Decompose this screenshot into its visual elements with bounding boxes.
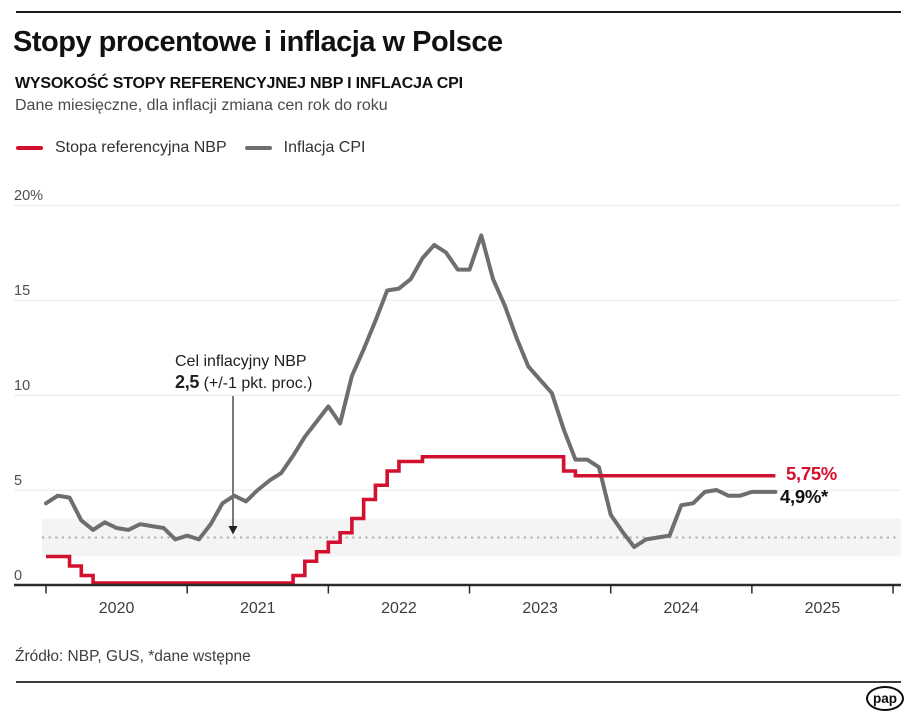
cpi-line <box>44 233 778 549</box>
chart-description: Dane miesięczne, dla inflacji zmiana cen… <box>15 97 388 114</box>
nbp-rate-line <box>46 454 776 585</box>
x-axis-label: 2023 <box>522 600 558 617</box>
source-note: Źródło: NBP, GUS, *dane wstępne <box>15 648 251 665</box>
nbp-line-swatch <box>16 146 43 150</box>
y-axis-label: 5 <box>14 473 23 489</box>
y-axis-label: 0 <box>14 568 23 584</box>
annotation-line1: Cel inflacyjny NBP <box>175 353 307 370</box>
cpi-end-value-label: 4,9%* <box>780 486 828 507</box>
x-axis-label: 2025 <box>804 600 841 617</box>
cpi-line-swatch <box>244 146 272 150</box>
annotation-arrow-head <box>228 526 238 535</box>
annotation-target-range: (+/-1 pkt. proc.) <box>199 375 313 392</box>
legend-item-cpi: Inflacja CPI <box>244 139 366 157</box>
annotation-line2: 2,5 (+/-1 pkt. proc.) <box>175 372 313 394</box>
legend-label-nbp: Stopa referencyjna NBP <box>55 139 227 156</box>
x-axis-label: 2024 <box>663 600 700 617</box>
x-axis-label: 2021 <box>239 600 276 617</box>
inflation-target-annotation: Cel inflacyjny NBP 2,5 (+/-1 pkt. proc.) <box>175 351 313 394</box>
x-axis-label: 2020 <box>98 600 135 617</box>
legend-label-cpi: Inflacja CPI <box>283 139 366 156</box>
y-axis-label: 20% <box>14 188 44 204</box>
chart-subtitle: WYSOKOŚĆ STOPY REFERENCYJNEJ NBP I INFLA… <box>15 75 463 92</box>
x-axis-label: 2022 <box>381 600 417 617</box>
pap-logo: pap <box>866 686 904 711</box>
annotation-target-value: 2,5 <box>175 372 200 392</box>
page-title: Stopy procentowe i inflacja w Polsce <box>13 26 503 58</box>
y-axis-label: 10 <box>14 378 31 394</box>
y-axis-label: 15 <box>14 283 31 299</box>
nbp-end-value-label: 5,75% <box>786 463 837 484</box>
footer-rule <box>16 681 901 683</box>
top-rule <box>16 11 901 13</box>
legend-item-nbp: Stopa referencyjna NBP <box>16 139 227 157</box>
legend: Stopa referencyjna NBP Inflacja CPI <box>16 139 365 157</box>
